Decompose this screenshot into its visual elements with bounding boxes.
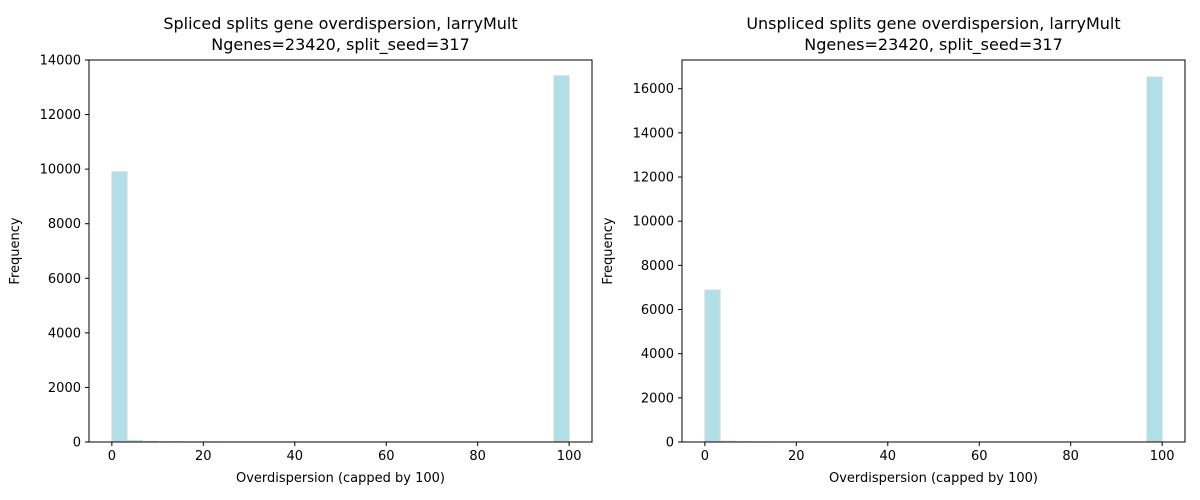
x-tick-label: 20: [195, 449, 212, 464]
y-tick-label: 10000: [633, 215, 674, 230]
y-axis-ticks: 0 2000 4000 6000 8000 10000 12000 14000 16000: [633, 82, 682, 451]
x-tick-label: 60: [378, 449, 395, 464]
x-axis-ticks: 0 20 40 60 80 100: [701, 442, 1175, 464]
x-tick-label: 0: [108, 449, 116, 464]
x-tick-label: 60: [971, 449, 988, 464]
y-tick-label: 10000: [40, 163, 81, 178]
chart-subtitle: Ngenes=23420, split_seed=317: [211, 35, 470, 55]
x-axis-label: Overdispersion (capped by 100): [829, 471, 1038, 486]
y-tick-label: 6000: [48, 272, 81, 287]
plot-frame: [88, 59, 593, 443]
y-axis-ticks: 0 2000 4000 6000 8000 10000 12000 14000: [40, 54, 89, 451]
x-tick-label: 100: [1150, 449, 1175, 464]
y-tick-label: 8000: [641, 259, 674, 274]
y-axis-label: Frequency: [8, 217, 23, 284]
chart-panel-2: 0 20 40 60 80 100 0 2000 4000 6000 8000 10000 12000 1…: [601, 14, 1186, 486]
y-axis-label: Frequency: [601, 217, 616, 284]
x-axis-label: Overdispersion (capped by 100): [236, 471, 445, 486]
y-tick-label: 2000: [641, 391, 674, 406]
histogram-bars: [111, 75, 570, 443]
y-tick-label: 8000: [48, 217, 81, 232]
y-tick-label: 12000: [633, 171, 674, 186]
histogram-bars: [704, 76, 1163, 443]
y-tick-label: 2000: [48, 381, 81, 396]
histogram-bar: [1146, 76, 1163, 443]
chart-title: Spliced splits gene overdispersion, larr…: [163, 14, 517, 33]
y-tick-label: 16000: [633, 82, 674, 97]
histogram-bar: [704, 289, 721, 443]
plot-frame: [681, 59, 1186, 443]
x-tick-label: 80: [469, 449, 486, 464]
y-tick-label: 0: [666, 436, 674, 451]
x-tick-label: 0: [701, 449, 709, 464]
x-axis-ticks: 0 20 40 60 80 100: [108, 442, 582, 464]
x-tick-label: 80: [1062, 449, 1079, 464]
histogram-bar: [553, 75, 570, 443]
x-tick-label: 100: [557, 449, 582, 464]
y-tick-label: 4000: [48, 326, 81, 341]
x-tick-label: 20: [788, 449, 805, 464]
y-tick-label: 4000: [641, 347, 674, 362]
y-tick-label: 14000: [40, 54, 81, 69]
y-tick-label: 14000: [633, 126, 674, 141]
y-tick-label: 0: [73, 436, 81, 451]
y-tick-label: 12000: [40, 108, 81, 123]
chart-subtitle: Ngenes=23420, split_seed=317: [804, 35, 1063, 55]
x-tick-label: 40: [879, 449, 896, 464]
y-tick-label: 6000: [641, 303, 674, 318]
x-tick-label: 40: [286, 449, 303, 464]
chart-title: Unspliced splits gene overdispersion, la…: [746, 14, 1120, 33]
histogram-bar: [111, 171, 128, 443]
chart-panel-1: 0 20 40 60 80 100 0 2000 4000 6000 8000 10000 12000 1…: [8, 14, 593, 486]
